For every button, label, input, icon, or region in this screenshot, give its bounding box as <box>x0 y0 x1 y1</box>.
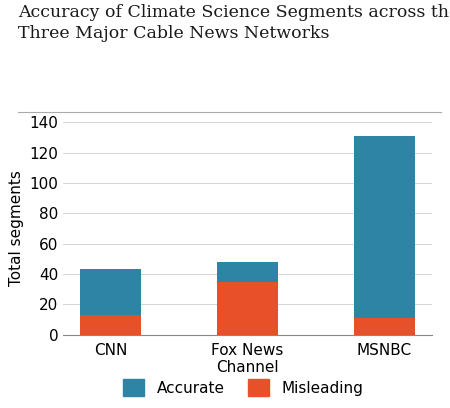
Text: Accuracy of Climate Science Segments across the
Three Major Cable News Networks: Accuracy of Climate Science Segments acr… <box>18 4 450 42</box>
Legend: Accurate, Misleading: Accurate, Misleading <box>123 379 363 396</box>
Y-axis label: Total segments: Total segments <box>9 171 24 286</box>
Bar <box>217 282 278 335</box>
Bar <box>354 318 415 335</box>
Bar <box>217 262 278 282</box>
Bar <box>80 315 141 335</box>
Bar <box>354 136 415 318</box>
Bar <box>80 269 141 315</box>
